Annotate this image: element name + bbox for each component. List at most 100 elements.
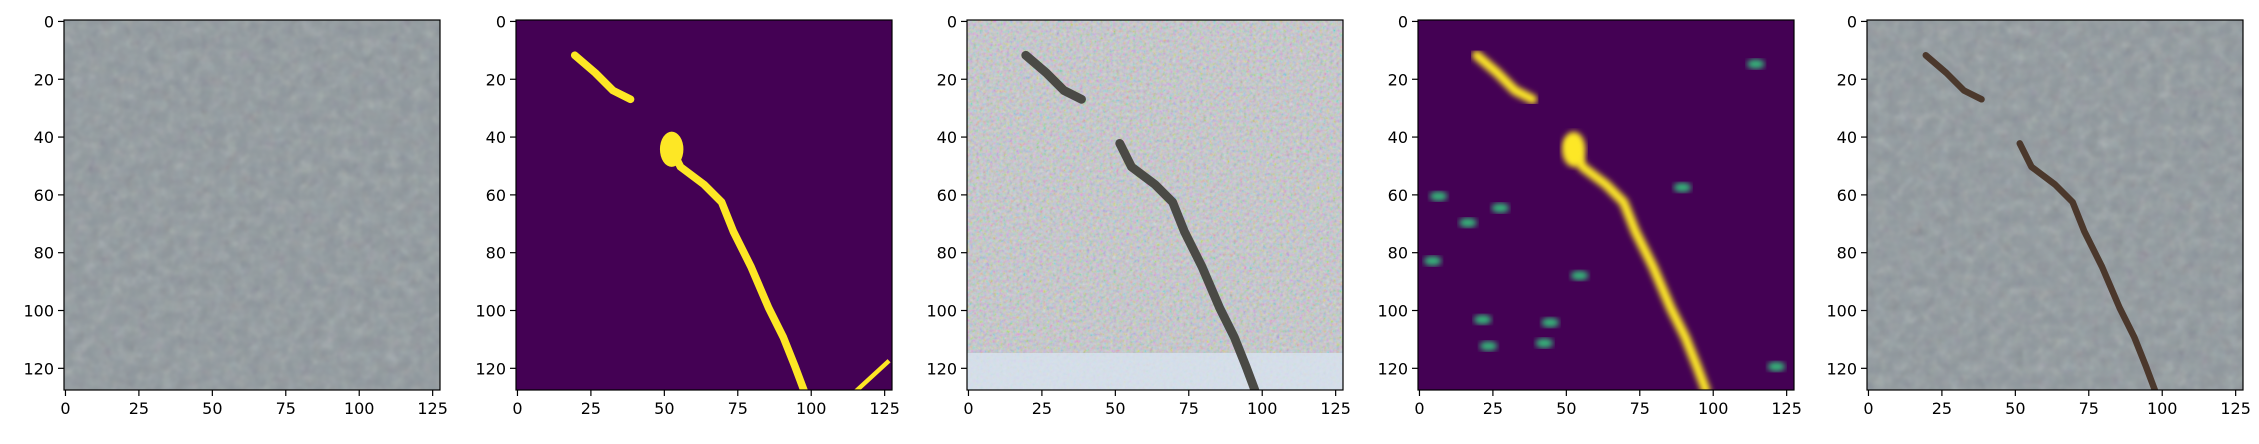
image-texture bbox=[967, 20, 1343, 390]
y-tick-label: 60 bbox=[34, 186, 54, 205]
panel: 0 25 50 75 100 125 0 20 40 60 80 100 120 bbox=[1826, 12, 2250, 418]
x-tick-label: 75 bbox=[2079, 399, 2099, 418]
image-band bbox=[967, 353, 1343, 390]
x-tick-label: 100 bbox=[1247, 399, 1278, 418]
panel: 0 25 50 75 100 125 0 20 40 60 80 100 120 bbox=[475, 12, 899, 418]
x-tick-label: 50 bbox=[2005, 399, 2025, 418]
axes-frame bbox=[515, 19, 893, 391]
x-tick-label: 125 bbox=[869, 399, 900, 418]
x-tick-label: 25 bbox=[1483, 399, 1503, 418]
x-tick-label: 125 bbox=[2220, 399, 2251, 418]
image bbox=[1418, 20, 1794, 390]
x-tick-label: 50 bbox=[1105, 399, 1125, 418]
spot bbox=[1570, 270, 1589, 281]
y-tick-label: 0 bbox=[496, 12, 506, 31]
crack-blob bbox=[659, 131, 684, 167]
panel: 0 25 50 75 100 125 0 20 40 60 80 100 120 bbox=[1377, 12, 1801, 418]
y-tick-label: 100 bbox=[475, 302, 506, 321]
y-tick-label: 80 bbox=[937, 244, 957, 263]
y-tick-label: 100 bbox=[926, 302, 957, 321]
spot bbox=[1535, 338, 1554, 348]
x-tick-label: 75 bbox=[1630, 399, 1650, 418]
axes-frame bbox=[966, 19, 1344, 391]
y-tick-label: 60 bbox=[486, 186, 506, 205]
y-tick-label: 0 bbox=[44, 12, 54, 31]
y-tick-label: 40 bbox=[937, 128, 957, 147]
x-tick-label: 50 bbox=[654, 399, 674, 418]
image bbox=[516, 20, 892, 390]
x-tick-label: 100 bbox=[2147, 399, 2178, 418]
y-tick-label: 20 bbox=[1388, 70, 1408, 89]
spot bbox=[1747, 59, 1765, 69]
x-tick-label: 0 bbox=[963, 399, 973, 418]
crack bbox=[664, 139, 808, 390]
image-background bbox=[516, 20, 892, 390]
y-tick-label: 40 bbox=[34, 128, 54, 147]
axes-frame bbox=[1866, 19, 2244, 391]
x-tick-label: 100 bbox=[796, 399, 827, 418]
image bbox=[967, 20, 1343, 390]
spot bbox=[1459, 217, 1477, 228]
x-tick-label: 25 bbox=[1932, 399, 1952, 418]
x-tick-label: 25 bbox=[129, 399, 149, 418]
image-background bbox=[1418, 20, 1794, 390]
crack bbox=[1472, 50, 1538, 105]
y-tick-label: 80 bbox=[1837, 244, 1857, 263]
spot bbox=[1541, 317, 1559, 328]
y-tick-label: 60 bbox=[1837, 186, 1857, 205]
spot bbox=[1767, 361, 1786, 372]
spot bbox=[1491, 203, 1510, 213]
x-tick-label: 75 bbox=[1179, 399, 1199, 418]
x-tick-label: 125 bbox=[1320, 399, 1351, 418]
x-tick-label: 0 bbox=[512, 399, 522, 418]
x-tick-label: 25 bbox=[581, 399, 601, 418]
y-tick-label: 0 bbox=[1847, 12, 1857, 31]
image-texture bbox=[64, 20, 440, 390]
y-tick-label: 60 bbox=[1388, 186, 1408, 205]
axes-frame bbox=[1417, 19, 1795, 391]
y-tick-label: 100 bbox=[1377, 302, 1408, 321]
y-tick-label: 120 bbox=[926, 359, 957, 378]
image bbox=[1867, 20, 2243, 390]
spot bbox=[1473, 314, 1492, 325]
panel: 0 25 50 75 100 125 0 20 40 60 80 100 120 bbox=[926, 12, 1350, 418]
y-tick-label: 100 bbox=[23, 302, 54, 321]
y-tick-label: 120 bbox=[1377, 359, 1408, 378]
x-tick-label: 75 bbox=[276, 399, 296, 418]
x-tick-label: 100 bbox=[1698, 399, 1729, 418]
y-tick-label: 80 bbox=[1388, 244, 1408, 263]
x-tick-label: 75 bbox=[728, 399, 748, 418]
spot bbox=[1429, 191, 1448, 201]
x-tick-label: 0 bbox=[1414, 399, 1424, 418]
x-tick-label: 0 bbox=[60, 399, 70, 418]
y-tick-label: 120 bbox=[475, 359, 506, 378]
axes-frame bbox=[63, 19, 441, 391]
y-tick-label: 20 bbox=[34, 70, 54, 89]
crack bbox=[1021, 50, 1086, 104]
y-tick-label: 60 bbox=[937, 186, 957, 205]
y-tick-label: 40 bbox=[1837, 128, 1857, 147]
spot bbox=[1479, 341, 1498, 351]
crack bbox=[1566, 138, 1711, 390]
y-tick-label: 20 bbox=[1837, 70, 1857, 89]
x-tick-label: 50 bbox=[202, 399, 222, 418]
spot bbox=[1423, 256, 1442, 266]
y-tick-label: 120 bbox=[1826, 359, 1857, 378]
y-tick-label: 40 bbox=[1388, 128, 1408, 147]
x-tick-label: 25 bbox=[1032, 399, 1052, 418]
x-tick-label: 100 bbox=[344, 399, 375, 418]
y-tick-label: 120 bbox=[23, 359, 54, 378]
x-tick-label: 125 bbox=[1771, 399, 1802, 418]
crack bbox=[1115, 138, 1260, 390]
y-tick-label: 40 bbox=[486, 128, 506, 147]
crack bbox=[853, 359, 891, 390]
y-tick-label: 20 bbox=[937, 70, 957, 89]
image bbox=[64, 20, 440, 390]
y-tick-label: 0 bbox=[1398, 12, 1408, 31]
panel: 0 25 50 75 100 125 0 20 40 60 80 100 120 bbox=[23, 12, 447, 418]
image-texture bbox=[1867, 20, 2243, 390]
x-tick-label: 125 bbox=[417, 399, 448, 418]
y-tick-label: 80 bbox=[486, 244, 506, 263]
